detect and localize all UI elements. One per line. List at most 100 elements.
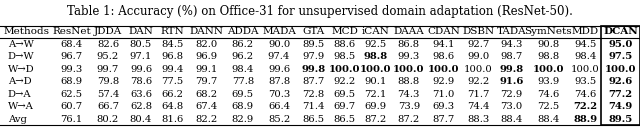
Text: DANN: DANN — [189, 27, 223, 36]
Text: 88.8: 88.8 — [397, 77, 420, 86]
Text: 72.5: 72.5 — [537, 102, 559, 111]
Text: 86.2: 86.2 — [232, 40, 254, 49]
Text: 64.8: 64.8 — [161, 102, 183, 111]
Text: 96.7: 96.7 — [60, 52, 83, 61]
Text: 71.7: 71.7 — [467, 90, 490, 99]
Text: 87.7: 87.7 — [302, 77, 324, 86]
Text: DSBN: DSBN — [462, 27, 495, 36]
Text: 76.1: 76.1 — [60, 115, 83, 124]
Text: 67.4: 67.4 — [195, 102, 218, 111]
Text: 68.2: 68.2 — [195, 90, 218, 99]
Text: 62.5: 62.5 — [60, 90, 83, 99]
Text: 98.8: 98.8 — [537, 52, 559, 61]
Text: Methods: Methods — [3, 27, 49, 36]
Text: 88.9: 88.9 — [573, 115, 597, 124]
Text: 100.0: 100.0 — [605, 65, 636, 74]
Text: 98.7: 98.7 — [500, 52, 522, 61]
Text: 73.9: 73.9 — [397, 102, 420, 111]
Text: D→W: D→W — [8, 52, 35, 61]
Text: 96.2: 96.2 — [232, 52, 254, 61]
Text: D→A: D→A — [8, 90, 31, 99]
Text: 78.6: 78.6 — [130, 77, 152, 86]
Text: 100.0: 100.0 — [360, 65, 392, 74]
Text: 92.9: 92.9 — [433, 77, 454, 86]
Text: 92.6: 92.6 — [608, 77, 632, 86]
Text: 73.0: 73.0 — [500, 102, 522, 111]
Text: 100.0: 100.0 — [571, 65, 600, 74]
Text: 71.0: 71.0 — [433, 90, 455, 99]
Text: 98.4: 98.4 — [232, 65, 254, 74]
Text: 74.9: 74.9 — [608, 102, 632, 111]
Text: 100.0: 100.0 — [532, 65, 564, 74]
Text: 79.7: 79.7 — [195, 77, 218, 86]
Text: RTN: RTN — [160, 27, 184, 36]
Text: 99.3: 99.3 — [397, 52, 420, 61]
Text: iCAN: iCAN — [362, 27, 390, 36]
Text: 72.1: 72.1 — [365, 90, 387, 99]
Text: 80.5: 80.5 — [130, 40, 152, 49]
Text: 100.0: 100.0 — [464, 65, 493, 74]
Text: 70.3: 70.3 — [268, 90, 290, 99]
Text: 97.4: 97.4 — [268, 52, 290, 61]
Text: 82.2: 82.2 — [195, 115, 218, 124]
Text: 82.9: 82.9 — [232, 115, 254, 124]
Text: W→A: W→A — [8, 102, 34, 111]
Text: 96.9: 96.9 — [195, 52, 218, 61]
Text: DAN: DAN — [129, 27, 154, 36]
Text: 80.4: 80.4 — [130, 115, 152, 124]
Text: 81.6: 81.6 — [161, 115, 183, 124]
Text: 95.2: 95.2 — [97, 52, 119, 61]
Text: 86.8: 86.8 — [397, 40, 420, 49]
Text: 96.8: 96.8 — [161, 52, 183, 61]
Text: 74.4: 74.4 — [467, 102, 490, 111]
Text: 90.0: 90.0 — [268, 40, 290, 49]
Text: 88.3: 88.3 — [467, 115, 490, 124]
Text: 71.4: 71.4 — [302, 102, 324, 111]
Text: W→D: W→D — [8, 65, 35, 74]
Text: A→D: A→D — [8, 77, 31, 86]
Text: 99.3: 99.3 — [60, 65, 83, 74]
Text: 90.1: 90.1 — [365, 77, 387, 86]
Text: 69.9: 69.9 — [365, 102, 387, 111]
Text: 89.5: 89.5 — [302, 40, 324, 49]
Text: 86.5: 86.5 — [303, 115, 324, 124]
Text: 99.1: 99.1 — [195, 65, 218, 74]
Text: 84.5: 84.5 — [161, 40, 183, 49]
Text: 99.8: 99.8 — [301, 65, 326, 74]
Text: 66.7: 66.7 — [97, 102, 119, 111]
Text: 88.6: 88.6 — [333, 40, 356, 49]
Text: 92.5: 92.5 — [365, 40, 387, 49]
Text: 97.1: 97.1 — [130, 52, 152, 61]
Text: 94.3: 94.3 — [500, 40, 522, 49]
Text: 69.3: 69.3 — [433, 102, 454, 111]
Text: A→W: A→W — [8, 40, 34, 49]
Text: 93.5: 93.5 — [574, 77, 596, 86]
Text: CDAN: CDAN — [427, 27, 460, 36]
Text: 92.7: 92.7 — [467, 40, 490, 49]
Text: 100.0: 100.0 — [428, 65, 460, 74]
Text: 77.8: 77.8 — [232, 77, 254, 86]
Text: 98.6: 98.6 — [433, 52, 454, 61]
Text: 89.5: 89.5 — [608, 115, 632, 124]
Text: 79.8: 79.8 — [97, 77, 119, 86]
Text: 82.6: 82.6 — [97, 40, 119, 49]
Text: 100.0: 100.0 — [329, 65, 360, 74]
Text: 94.5: 94.5 — [574, 40, 596, 49]
Text: 68.4: 68.4 — [60, 40, 83, 49]
Text: 74.3: 74.3 — [397, 90, 420, 99]
Text: 57.4: 57.4 — [97, 90, 119, 99]
Text: 99.6: 99.6 — [268, 65, 290, 74]
Text: 69.7: 69.7 — [333, 102, 356, 111]
Text: MCD: MCD — [332, 27, 358, 36]
Text: 63.6: 63.6 — [130, 90, 152, 99]
Text: 69.5: 69.5 — [333, 90, 356, 99]
Text: 85.2: 85.2 — [268, 115, 290, 124]
Text: Avg: Avg — [8, 115, 27, 124]
Text: MDD: MDD — [572, 27, 599, 36]
Text: 72.2: 72.2 — [573, 102, 597, 111]
Text: 80.2: 80.2 — [97, 115, 119, 124]
Text: 98.5: 98.5 — [333, 52, 356, 61]
Text: ADDA: ADDA — [227, 27, 259, 36]
Text: 100.0: 100.0 — [393, 65, 424, 74]
Text: 82.0: 82.0 — [195, 40, 218, 49]
